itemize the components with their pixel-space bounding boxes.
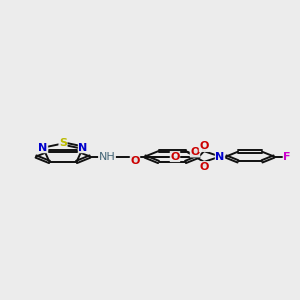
Text: O: O: [199, 142, 209, 152]
Text: F: F: [283, 152, 291, 161]
Text: N: N: [215, 152, 225, 161]
Text: N: N: [78, 143, 88, 153]
Text: NH: NH: [99, 152, 116, 161]
Text: O: O: [170, 152, 180, 161]
Text: O: O: [130, 156, 140, 166]
Text: S: S: [59, 139, 67, 148]
Text: N: N: [38, 143, 48, 153]
Text: O: O: [199, 162, 209, 172]
Text: O: O: [190, 147, 200, 157]
